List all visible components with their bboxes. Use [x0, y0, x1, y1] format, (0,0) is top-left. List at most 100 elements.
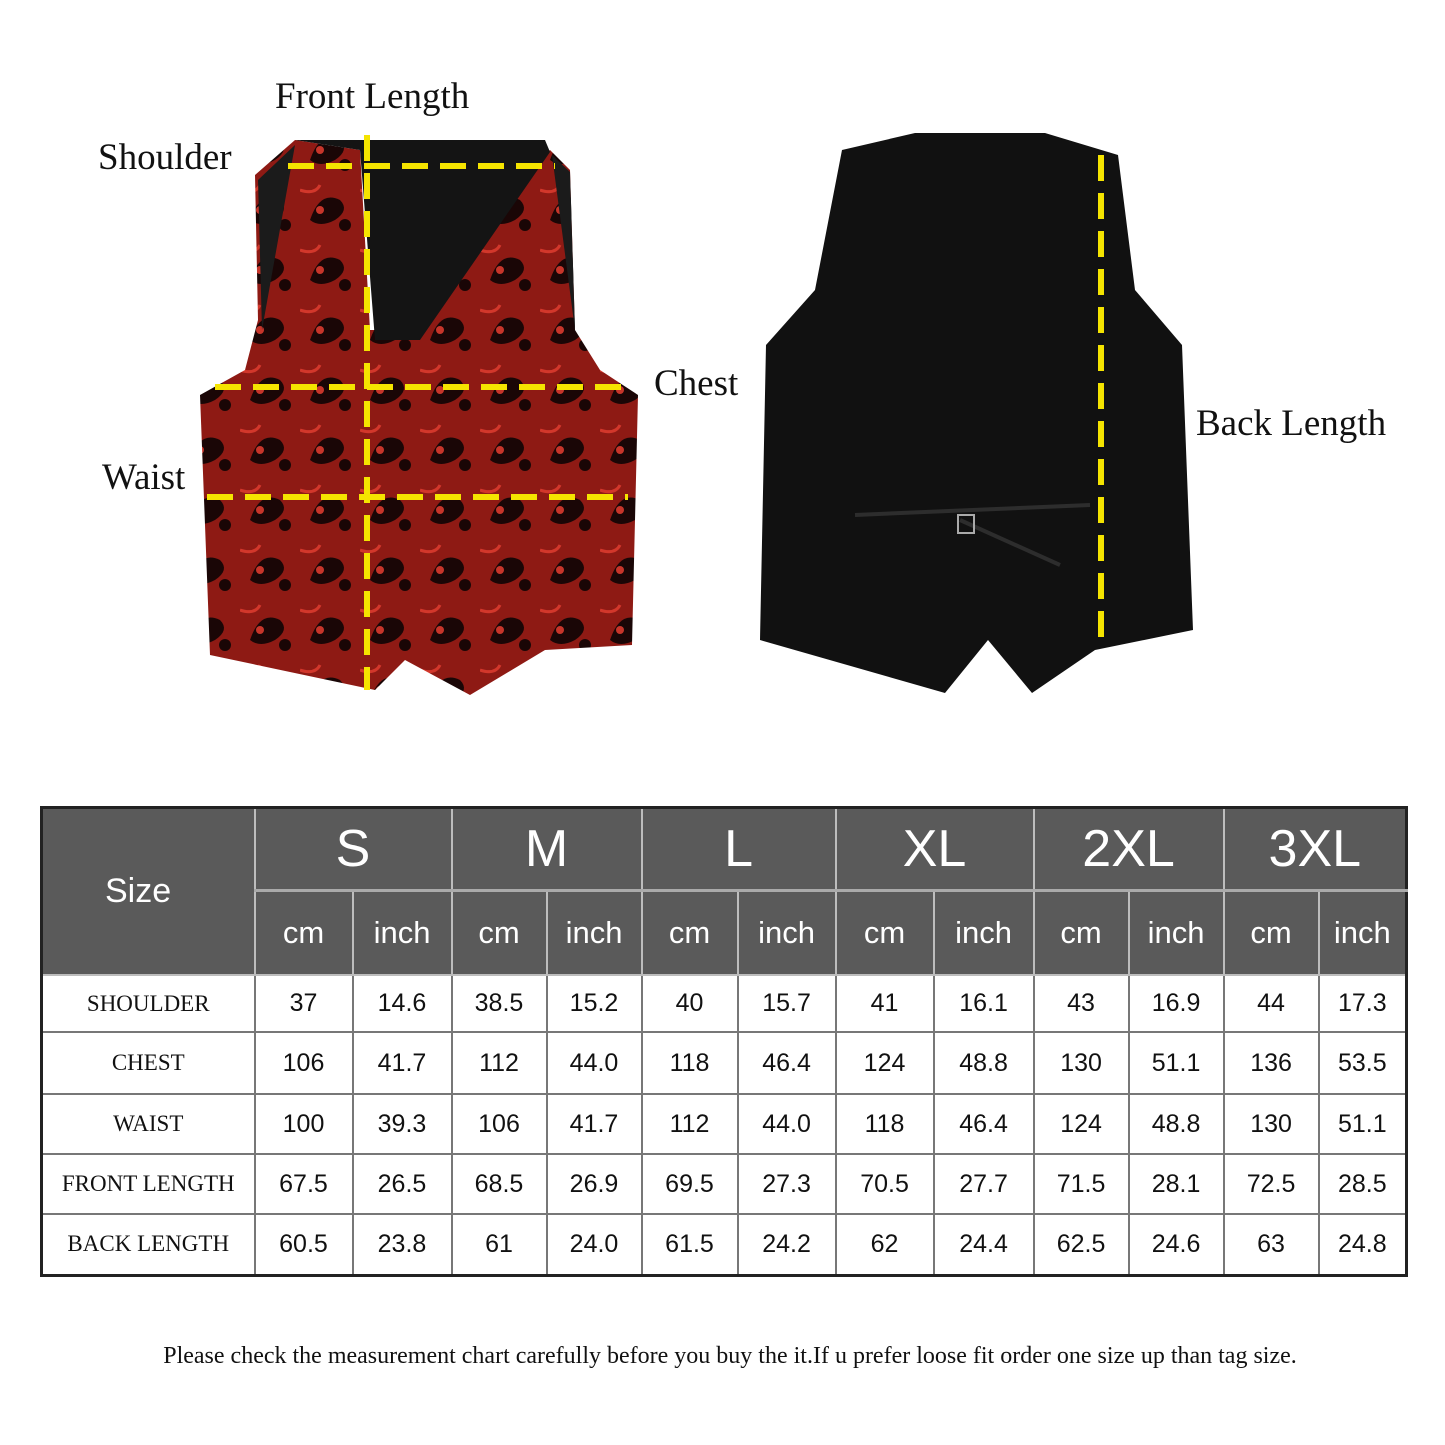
table-row: WAIST 100 39.3 106 41.7 112 44.0 118 46.4 124 48.8…	[40, 1093, 1408, 1155]
table-cell: 124	[834, 1031, 935, 1095]
size-m: M	[450, 807, 643, 892]
table-cell: 112	[640, 1093, 739, 1155]
table-cell: 112	[450, 1031, 548, 1095]
table-cell: 24.6	[1127, 1213, 1225, 1276]
table-cell: 24.0	[545, 1213, 643, 1276]
table-cell: 48.8	[1127, 1093, 1225, 1155]
row-label: WAIST	[40, 1093, 256, 1155]
table-row: BACK LENGTH 60.5 23.8 61 24.0 61.5 24.2 62 24.4 6…	[40, 1213, 1408, 1276]
table-cell: 130	[1222, 1093, 1320, 1155]
table-cell: 106	[450, 1093, 548, 1155]
table-cell: 41	[834, 974, 935, 1033]
table-cell: 51.1	[1317, 1093, 1408, 1155]
unit-cm: cm	[253, 890, 354, 976]
size-header: Size	[41, 807, 256, 976]
front-length-label: Front Length	[275, 76, 470, 117]
row-label: SHOULDER	[40, 974, 256, 1033]
size-3xl: 3XL	[1222, 807, 1408, 892]
table-cell: 15.7	[736, 974, 837, 1033]
table-cell: 24.8	[1317, 1213, 1408, 1276]
table-cell: 39.3	[351, 1093, 453, 1155]
table-cell: 24.4	[932, 1213, 1035, 1276]
measurement-lines	[207, 135, 1104, 690]
unit-inch: inch	[736, 890, 837, 976]
unit-inch: inch	[1317, 890, 1408, 976]
back-length-label: Back Length	[1196, 403, 1387, 444]
table-cell: 62	[834, 1213, 935, 1276]
table-cell: 16.1	[932, 974, 1035, 1033]
unit-cm: cm	[450, 890, 548, 976]
table-cell: 46.4	[736, 1031, 837, 1095]
chest-label: Chest	[654, 363, 739, 404]
unit-cm: cm	[1032, 890, 1130, 976]
table-cell: 26.9	[545, 1153, 643, 1215]
table-cell: 37	[253, 974, 354, 1033]
unit-inch: inch	[932, 890, 1035, 976]
table-cell: 63	[1222, 1213, 1320, 1276]
table-cell: 70.5	[834, 1153, 935, 1215]
table-cell: 27.3	[736, 1153, 837, 1215]
row-label: CHEST	[40, 1031, 256, 1095]
table-cell: 44.0	[736, 1093, 837, 1155]
table-cell: 38.5	[450, 974, 548, 1033]
table-cell: 72.5	[1222, 1153, 1320, 1215]
table-row: FRONT LENGTH 67.5 26.5 68.5 26.9 69.5 27.3 70.5…	[40, 1153, 1408, 1215]
table-cell: 40	[640, 974, 739, 1033]
table-cell: 53.5	[1317, 1031, 1408, 1095]
table-cell: 62.5	[1032, 1213, 1130, 1276]
table-cell: 130	[1032, 1031, 1130, 1095]
size-l: L	[640, 807, 837, 892]
table-cell: 136	[1222, 1031, 1320, 1095]
unit-inch: inch	[1127, 890, 1225, 976]
unit-header-row: cm inch cm inch cm inch cm inch cm inch cm inch	[42, 890, 1408, 976]
table-cell: 118	[834, 1093, 935, 1155]
table-cell: 67.5	[253, 1153, 354, 1215]
table-cell: 41.7	[545, 1093, 643, 1155]
size-2xl: 2XL	[1032, 807, 1225, 892]
unit-cm: cm	[640, 890, 739, 976]
table-cell: 61	[450, 1213, 548, 1276]
table-cell: 28.5	[1317, 1153, 1408, 1215]
table-cell: 28.1	[1127, 1153, 1225, 1215]
table-cell: 23.8	[351, 1213, 453, 1276]
table-cell: 124	[1032, 1093, 1130, 1155]
table-cell: 15.2	[545, 974, 643, 1033]
size-chart-table: Size S M L XL 2XL 3XL cm inch cm inch cm inch cm inch c…	[40, 806, 1409, 1277]
table-cell: 27.7	[932, 1153, 1035, 1215]
table-row: SHOULDER 37 14.6 38.5 15.2 40 15.7 41 16.1 43 16.9…	[40, 974, 1408, 1033]
table-cell: 46.4	[932, 1093, 1035, 1155]
table-cell: 71.5	[1032, 1153, 1130, 1215]
unit-inch: inch	[545, 890, 643, 976]
front-vest-image	[200, 140, 638, 695]
table-cell: 44.0	[545, 1031, 643, 1095]
size-s: S	[253, 807, 453, 892]
row-label: BACK LENGTH	[40, 1213, 256, 1276]
size-header-row: Size S M L XL 2XL 3XL	[41, 807, 1408, 976]
table-row: CHEST 106 41.7 112 44.0 118 46.4 124 48.8 130 51.1…	[40, 1031, 1408, 1095]
table-cell: 61.5	[640, 1213, 739, 1276]
table-cell: 100	[253, 1093, 354, 1155]
table-cell: 51.1	[1127, 1031, 1225, 1095]
unit-cm: cm	[834, 890, 935, 976]
table-cell: 68.5	[450, 1153, 548, 1215]
table-cell: 43	[1032, 974, 1130, 1033]
table-cell: 60.5	[253, 1213, 354, 1276]
table-cell: 14.6	[351, 974, 453, 1033]
row-label: FRONT LENGTH	[40, 1153, 256, 1215]
unit-inch: inch	[351, 890, 453, 976]
size-xl: XL	[834, 807, 1035, 892]
table-cell: 106	[253, 1031, 354, 1095]
vest-illustrations	[200, 133, 1193, 695]
shoulder-label: Shoulder	[98, 137, 232, 178]
table-cell: 44	[1222, 974, 1320, 1033]
unit-cm: cm	[1222, 890, 1320, 976]
table-cell: 48.8	[932, 1031, 1035, 1095]
table-cell: 26.5	[351, 1153, 453, 1215]
table-cell: 17.3	[1317, 974, 1408, 1033]
table-cell: 16.9	[1127, 974, 1225, 1033]
back-vest-image	[760, 133, 1193, 693]
size-note: Please check the measurement chart caref…	[163, 1343, 1297, 1369]
waist-label: Waist	[102, 457, 186, 498]
table-cell: 118	[640, 1031, 739, 1095]
table-cell: 69.5	[640, 1153, 739, 1215]
